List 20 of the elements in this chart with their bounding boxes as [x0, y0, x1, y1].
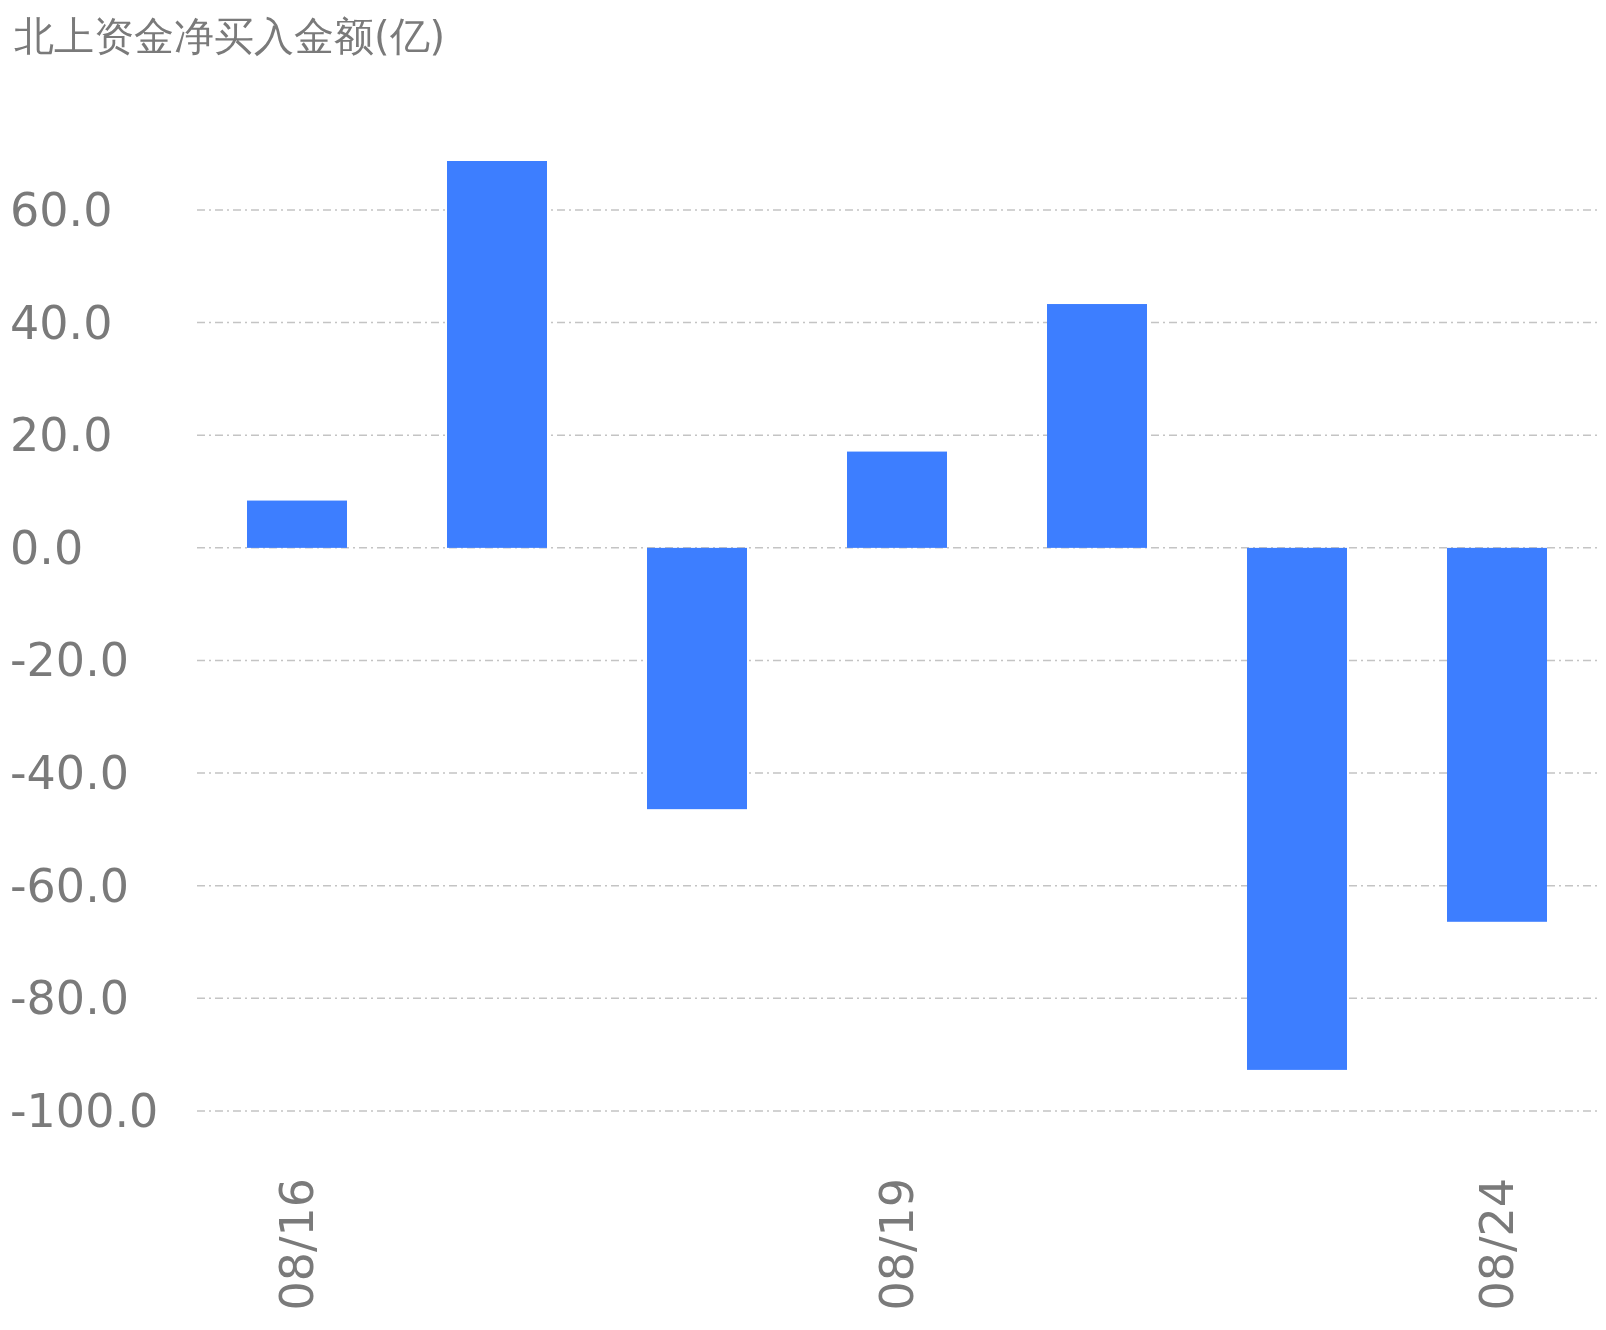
bar — [1247, 547, 1347, 1070]
bar — [847, 451, 947, 548]
bar — [247, 500, 347, 548]
y-tick-label: -60.0 — [10, 858, 130, 913]
y-tick-label: 60.0 — [10, 182, 113, 237]
bar — [447, 161, 547, 548]
y-tick-label: 40.0 — [10, 295, 113, 350]
x-tick-label: 08/24 — [1470, 1178, 1524, 1311]
y-tick-label: -100.0 — [10, 1084, 159, 1138]
x-tick-label: 08/16 — [270, 1178, 324, 1311]
x-tick-label: 08/19 — [870, 1178, 924, 1311]
bar — [647, 547, 747, 810]
bar — [1047, 304, 1147, 548]
y-tick-label: -40.0 — [10, 746, 130, 801]
chart-title: 北上资金净买入金额(亿) — [14, 13, 446, 59]
bar — [1447, 547, 1547, 922]
y-tick-label: -80.0 — [10, 971, 130, 1026]
y-tick-label: -20.0 — [10, 633, 130, 688]
y-tick-label: 20.0 — [10, 408, 113, 463]
y-tick-label: 0.0 — [10, 520, 84, 575]
